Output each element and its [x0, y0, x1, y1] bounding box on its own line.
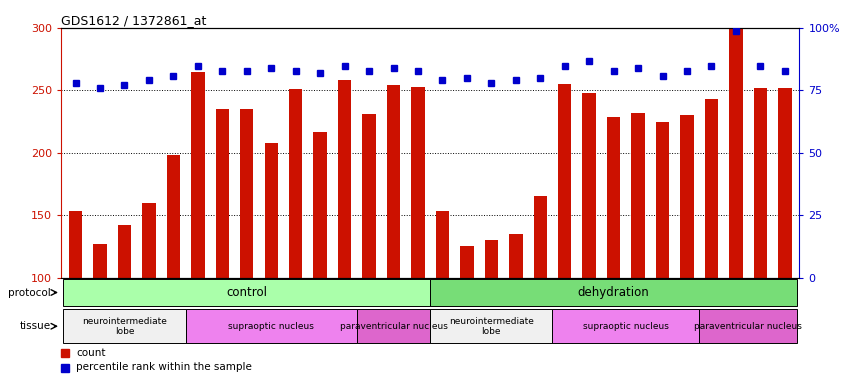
- Bar: [313, 132, 327, 278]
- Bar: [656, 122, 669, 278]
- Bar: [552, 309, 699, 343]
- Bar: [680, 116, 694, 278]
- Bar: [93, 244, 107, 278]
- Text: paraventricular nucleus: paraventricular nucleus: [695, 322, 802, 331]
- Bar: [338, 81, 351, 278]
- Bar: [729, 28, 743, 278]
- Bar: [167, 155, 180, 278]
- Bar: [582, 93, 596, 278]
- Bar: [69, 211, 82, 278]
- Text: control: control: [226, 286, 267, 299]
- Bar: [534, 196, 547, 278]
- Text: neurointermediate
lobe: neurointermediate lobe: [82, 316, 167, 336]
- Bar: [631, 113, 645, 278]
- Bar: [387, 86, 400, 278]
- Bar: [754, 88, 767, 278]
- Text: supraoptic nucleus: supraoptic nucleus: [583, 322, 669, 331]
- Text: count: count: [76, 348, 106, 358]
- Text: percentile rank within the sample: percentile rank within the sample: [76, 363, 252, 372]
- Text: paraventricular nucleus: paraventricular nucleus: [339, 322, 448, 331]
- Bar: [705, 99, 718, 278]
- Bar: [558, 84, 571, 278]
- Bar: [411, 87, 425, 278]
- Text: neurointermediate
lobe: neurointermediate lobe: [449, 316, 534, 336]
- Bar: [63, 309, 185, 343]
- Text: protocol: protocol: [8, 288, 51, 297]
- Text: tissue: tissue: [20, 321, 51, 331]
- Bar: [265, 143, 278, 278]
- Bar: [289, 89, 302, 278]
- Bar: [118, 225, 131, 278]
- Bar: [357, 309, 430, 343]
- Bar: [485, 240, 498, 278]
- Bar: [460, 246, 474, 278]
- Bar: [778, 88, 792, 278]
- Text: dehydration: dehydration: [578, 286, 650, 299]
- Bar: [191, 72, 205, 278]
- Bar: [185, 309, 357, 343]
- Bar: [430, 279, 797, 306]
- Bar: [509, 234, 523, 278]
- Text: supraoptic nucleus: supraoptic nucleus: [228, 322, 314, 331]
- Bar: [607, 117, 620, 278]
- Bar: [142, 202, 156, 278]
- Bar: [436, 211, 449, 278]
- Bar: [362, 114, 376, 278]
- Bar: [430, 309, 552, 343]
- Bar: [63, 279, 430, 306]
- Text: GDS1612 / 1372861_at: GDS1612 / 1372861_at: [61, 14, 206, 27]
- Bar: [699, 309, 797, 343]
- Bar: [216, 109, 229, 278]
- Bar: [240, 109, 254, 278]
